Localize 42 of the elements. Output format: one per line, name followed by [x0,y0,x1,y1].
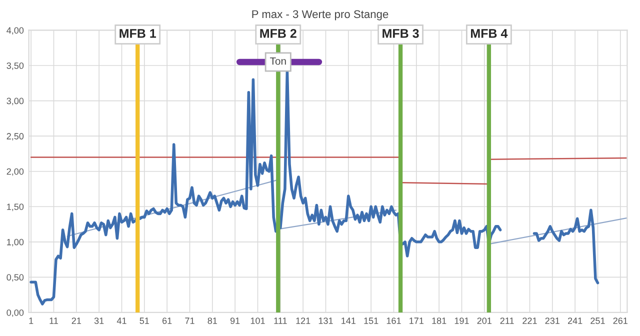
x-tick-label: 81 [208,318,217,324]
x-tick-label: 201 [477,318,492,324]
x-tick-label: 11 [50,318,58,324]
y-tick-label: 2,50 [6,133,24,141]
x-tick-label: 261 [613,318,628,324]
x-tick-label: 211 [500,318,514,324]
x-tick-label: 241 [568,318,582,324]
x-tick-label: 31 [94,318,104,324]
ref-line-label: MFB 3 [382,28,419,38]
x-tick-label: 161 [386,318,401,324]
y-tick-label: 0,50 [6,274,24,282]
y-tick-label: 4,00 [6,27,24,35]
x-tick-label: 221 [522,318,537,324]
y-tick-label: 1,00 [7,238,24,246]
x-tick-label: 121 [296,318,310,324]
x-tick-label: 171 [410,318,424,324]
x-tick-label: 231 [545,318,560,324]
x-tick-label: 91 [230,318,240,324]
x-tick-label: 61 [162,318,172,324]
x-tick-label: 41 [116,318,126,324]
x-tick-label: 51 [140,318,149,324]
y-tick-label: 0,00 [6,309,24,317]
x-tick-label: 111 [274,318,287,324]
x-tick-label: 251 [590,318,605,324]
x-tick-label: 191 [454,318,469,324]
ref-line-label: MFB 4 [471,29,508,38]
x-tick-label: 181 [432,318,446,324]
ref-line-label: MFB 2 [260,28,296,38]
y-tick-label: 1,50 [7,204,24,212]
x-tick-label: 71 [185,318,194,324]
x-tick-label: 141 [342,318,356,324]
annotation: Ton [270,58,286,65]
x-tick-label: 21 [72,318,81,324]
y-tick-label: 2,00 [6,168,24,176]
ref-line-label: MFB 1 [120,29,156,38]
x-tick-label: 1 [29,318,34,324]
chart-title: P max - 3 Werte pro Stange [252,10,388,20]
x-tick-label: 131 [318,318,333,324]
y-tick-label: 3,50 [6,62,24,70]
y-tick-label: 3,00 [6,98,24,106]
x-tick-label: 101 [250,318,265,324]
x-tick-label: 151 [364,318,378,324]
